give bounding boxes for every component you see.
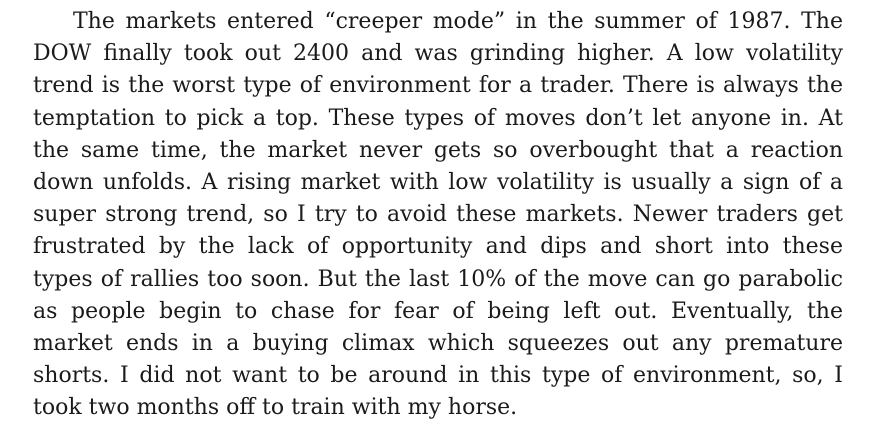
paragraph-line: market ends in a buying climax which squ… [33, 330, 843, 356]
paragraph-line: The markets entered “creeper mode” in th… [73, 9, 843, 34]
paragraph-line: types of rallies too soon. But the last … [33, 266, 843, 292]
paragraph-line: the same time, the market never gets so … [33, 137, 843, 163]
paragraph-line: trend is the worst type of environment f… [33, 73, 843, 99]
paragraph-line: down unfolds. A rising market with low v… [33, 169, 843, 195]
paragraph-line: temptation to pick a top. These types of… [33, 105, 843, 131]
paragraph-line: frustrated by the lack of opportunity an… [33, 234, 843, 260]
document-page: The markets entered “creeper mode” in th… [33, 6, 843, 424]
paragraph-line: as people begin to chase for fear of bei… [33, 298, 843, 324]
paragraph-line: super strong trend, so I try to avoid th… [33, 202, 843, 228]
paragraph-line: took two months off to train with my hor… [33, 395, 518, 421]
paragraph-line: shorts. I did not want to be around in t… [33, 363, 843, 389]
paragraph-line: DOW finally took out 2400 and was grindi… [33, 41, 843, 67]
body-paragraph: The markets entered “creeper mode” in th… [33, 6, 843, 424]
